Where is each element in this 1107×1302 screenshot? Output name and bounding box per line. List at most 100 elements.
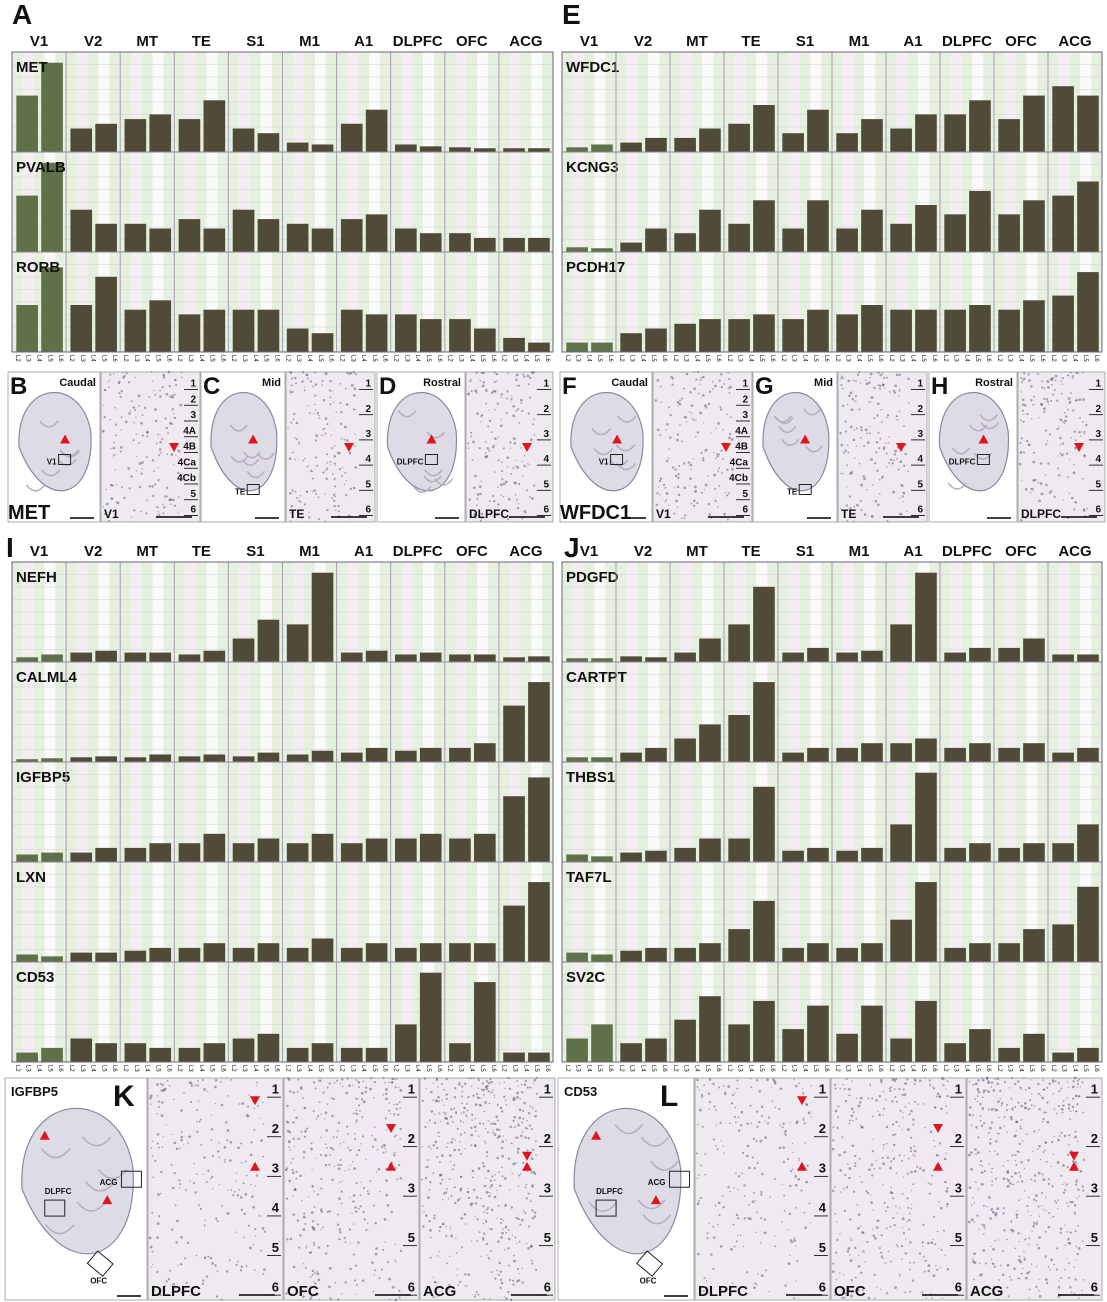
- layer-number: 1: [819, 1081, 826, 1096]
- cell: [262, 1273, 264, 1275]
- cell: [340, 1143, 342, 1145]
- cell: [476, 504, 478, 506]
- layer-label: L2: [618, 355, 624, 362]
- cell: [288, 1180, 291, 1183]
- cell: [853, 380, 855, 382]
- cell: [457, 1275, 458, 1276]
- layer-label: L6: [57, 355, 63, 362]
- expression-bar: [179, 119, 201, 152]
- cell: [467, 1191, 469, 1193]
- cell: [686, 421, 687, 422]
- cell: [839, 1088, 841, 1090]
- cell: [510, 448, 511, 449]
- cell: [1071, 497, 1074, 500]
- cell: [1068, 1134, 1070, 1136]
- cell: [939, 1247, 940, 1248]
- cell: [672, 383, 674, 385]
- cell: [792, 1169, 794, 1171]
- cell: [995, 1140, 997, 1142]
- cell: [221, 1205, 223, 1207]
- cell: [325, 1112, 328, 1115]
- expression-bar: [699, 210, 721, 252]
- cell: [325, 470, 327, 472]
- cell: [334, 1165, 335, 1166]
- cell: [292, 452, 294, 454]
- cell: [493, 1132, 495, 1134]
- cell: [303, 1263, 304, 1264]
- expression-bar: [449, 943, 471, 962]
- cell: [902, 1117, 903, 1118]
- cell: [1070, 1111, 1072, 1113]
- cell: [845, 420, 847, 422]
- cell: [432, 1083, 433, 1084]
- cell: [534, 1079, 537, 1082]
- cell: [707, 475, 709, 477]
- cell: [292, 1121, 294, 1123]
- cell: [1054, 1108, 1056, 1110]
- cell: [908, 1228, 910, 1230]
- layer-label: L5: [1082, 1065, 1088, 1072]
- cell: [329, 1154, 331, 1156]
- cell: [704, 1174, 706, 1176]
- cell: [881, 422, 883, 424]
- cell: [243, 1213, 245, 1215]
- cell: [746, 1123, 748, 1125]
- cell: [156, 1083, 159, 1086]
- cell: [494, 437, 497, 440]
- cell: [919, 1167, 921, 1169]
- cell: [698, 1174, 700, 1176]
- cell: [796, 1120, 799, 1123]
- cell: [287, 427, 288, 428]
- cell: [441, 1154, 444, 1157]
- cell: [515, 1237, 517, 1239]
- region-label: MT: [686, 543, 708, 560]
- cell: [1050, 490, 1052, 492]
- cell: [1079, 1170, 1082, 1173]
- cell: [888, 436, 889, 437]
- figure: AV1L2L3L4L5L6V2L2L3L4L5L6MTL2L3L4L5L6TEL…: [0, 0, 1107, 1302]
- cell: [354, 466, 357, 469]
- cell: [857, 1227, 860, 1230]
- expression-bar: [1052, 1053, 1074, 1062]
- layer-label: L3: [737, 355, 743, 362]
- cell: [1057, 1208, 1058, 1209]
- cell: [851, 1279, 853, 1281]
- cell: [1078, 1297, 1080, 1299]
- cell: [474, 1118, 475, 1119]
- cell: [187, 1142, 189, 1144]
- cell: [113, 447, 116, 450]
- cell: [333, 1098, 335, 1100]
- cell: [743, 1217, 745, 1219]
- cell: [980, 1120, 982, 1122]
- cell: [868, 381, 871, 384]
- expression-bar: [566, 757, 588, 762]
- cell: [1075, 439, 1077, 441]
- cell: [332, 1148, 334, 1150]
- cell: [356, 1182, 358, 1184]
- cell: [1028, 1237, 1030, 1239]
- cell: [836, 1221, 837, 1222]
- cell: [1017, 1151, 1019, 1153]
- layer-label: L5: [704, 355, 710, 362]
- cell: [212, 1155, 214, 1157]
- cell: [1078, 1079, 1080, 1081]
- cell: [868, 401, 869, 402]
- cell: [334, 455, 337, 458]
- cell: [704, 489, 705, 490]
- cell: [151, 1251, 153, 1253]
- cell: [1038, 1145, 1040, 1147]
- cell: [522, 476, 523, 477]
- cell: [1003, 1177, 1006, 1180]
- cell: [1081, 1081, 1083, 1083]
- cell: [863, 475, 866, 478]
- cell: [1030, 385, 1033, 388]
- cell: [395, 1086, 397, 1088]
- cell: [443, 1112, 445, 1114]
- cell: [691, 412, 693, 414]
- layer-number: 1: [408, 1081, 415, 1096]
- expression-bar: [620, 656, 642, 662]
- cell: [476, 1196, 479, 1199]
- cell: [349, 1268, 351, 1270]
- cell: [179, 1183, 181, 1185]
- expression-bar: [258, 1034, 280, 1062]
